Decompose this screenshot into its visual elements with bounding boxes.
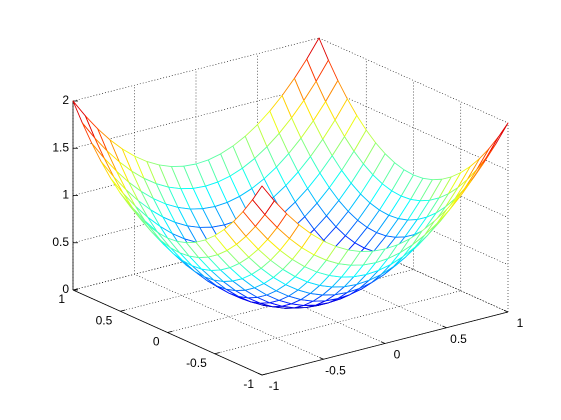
x-tick: [257, 372, 263, 376]
y-tick-label: 0.5: [96, 313, 113, 327]
x-tick: [442, 325, 447, 329]
mesh-cell: [72, 100, 96, 139]
x-tick-label: -0.5: [325, 363, 346, 377]
y-tick-label: 1: [58, 292, 65, 306]
z-tick-label: 2: [62, 93, 69, 107]
mesh-cell: [466, 148, 490, 181]
y-tick-label: -0.5: [186, 356, 207, 370]
z-tick-label: 0.5: [52, 235, 69, 249]
x-tick: [380, 341, 386, 344]
grid-line: [72, 37, 320, 102]
x-tick-label: -1: [269, 379, 280, 393]
y-tick: [167, 330, 173, 333]
y-tick-label: 0: [153, 335, 160, 349]
y-tick-label: -1: [243, 377, 254, 391]
y-tick: [261, 373, 268, 376]
x-tick-label: 1: [517, 316, 524, 330]
y-tick: [214, 352, 220, 355]
z-tick-label: 1: [62, 188, 69, 202]
x-tick: [319, 357, 324, 360]
z-tick-label: 0: [62, 282, 69, 296]
grid-line: [214, 290, 461, 355]
x-tick: [503, 309, 509, 313]
x-tick-label: 0.5: [450, 332, 467, 346]
mesh-cell: [252, 185, 275, 215]
y-tick: [72, 288, 79, 291]
x-tick-label: 0: [394, 348, 401, 362]
grid-line: [72, 84, 320, 149]
y-tick: [120, 309, 126, 312]
z-tick-label: 1.5: [52, 140, 69, 154]
